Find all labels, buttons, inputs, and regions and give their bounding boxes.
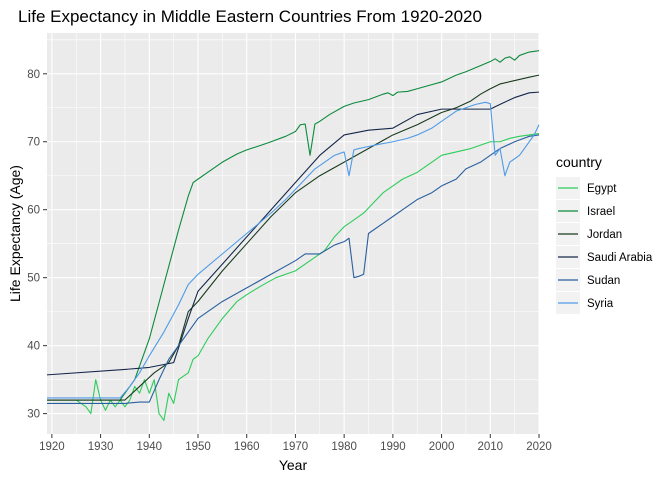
y-axis-title: Life Expectancy (Age) <box>7 165 23 302</box>
series-line-sudan <box>47 134 540 404</box>
x-tick-label: 1970 <box>283 441 309 453</box>
y-tick-label: 50 <box>27 273 40 285</box>
x-tick-label: 2000 <box>429 441 455 453</box>
minor-gridlines <box>47 33 539 434</box>
series-line-saudi-arabia <box>46 91 540 376</box>
major-gridlines <box>47 33 540 434</box>
series-lines <box>46 50 540 421</box>
x-tick-label: 1930 <box>88 441 114 453</box>
legend-label: Syria <box>587 298 614 310</box>
legend-label: Israel <box>587 206 615 218</box>
chart-title: Life Expectancy in Middle Eastern Countr… <box>18 7 482 26</box>
series-line-jordan <box>47 74 540 401</box>
y-tick-label: 70 <box>27 137 40 149</box>
x-tick-label: 1950 <box>185 441 211 453</box>
y-tick-label: 80 <box>27 69 40 81</box>
legend-label: Sudan <box>587 275 620 287</box>
legend-label: Egypt <box>587 183 617 195</box>
x-tick-label: 2010 <box>477 441 503 453</box>
legend-title: country <box>556 154 602 170</box>
x-tick-label: 1920 <box>39 441 65 453</box>
series-line-israel <box>47 50 540 401</box>
x-axis-title: Year <box>279 457 308 473</box>
series-line-syria <box>47 101 540 399</box>
y-axis: 30 40 50 60 70 80 <box>27 69 47 421</box>
series-line-egypt <box>47 133 540 421</box>
y-tick-label: 40 <box>27 341 40 353</box>
x-tick-label: 2020 <box>526 441 552 453</box>
y-tick-label: 30 <box>27 409 40 421</box>
x-tick-label: 1980 <box>331 441 357 453</box>
x-tick-label: 1990 <box>380 441 406 453</box>
x-axis: 1920 1930 1940 1950 1960 1970 1980 1990 2000 2010… <box>39 434 552 453</box>
plot-panel <box>47 33 539 434</box>
y-tick-label: 60 <box>27 205 40 217</box>
legend-label: Jordan <box>587 229 622 241</box>
legend-label: Saudi Arabia <box>587 252 653 264</box>
legend: country Egypt Israel Jordan Saudi Arabia Sud… <box>556 154 653 314</box>
x-tick-label: 1940 <box>137 441 163 453</box>
x-tick-label: 1960 <box>234 441 260 453</box>
